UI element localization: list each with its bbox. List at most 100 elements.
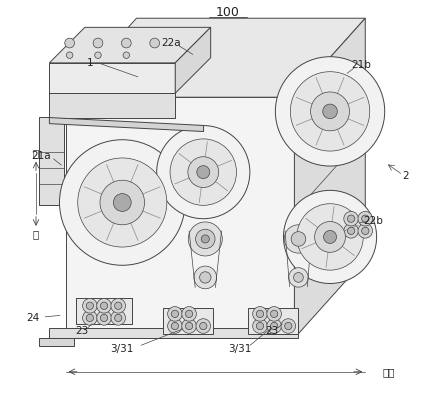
Circle shape bbox=[271, 322, 278, 330]
Circle shape bbox=[123, 52, 129, 58]
Circle shape bbox=[291, 232, 306, 246]
Circle shape bbox=[344, 211, 358, 226]
Circle shape bbox=[197, 166, 210, 179]
Circle shape bbox=[182, 307, 196, 321]
Circle shape bbox=[188, 157, 219, 188]
Circle shape bbox=[171, 322, 179, 330]
Circle shape bbox=[86, 314, 93, 322]
Text: 上: 上 bbox=[33, 148, 39, 158]
Circle shape bbox=[65, 38, 74, 48]
Circle shape bbox=[347, 215, 355, 222]
Circle shape bbox=[290, 72, 370, 151]
Circle shape bbox=[196, 319, 210, 333]
Circle shape bbox=[111, 298, 125, 313]
Polygon shape bbox=[248, 308, 299, 334]
Circle shape bbox=[167, 319, 182, 333]
Polygon shape bbox=[39, 338, 74, 346]
Circle shape bbox=[186, 310, 193, 318]
Circle shape bbox=[170, 139, 237, 205]
Circle shape bbox=[201, 235, 210, 243]
Circle shape bbox=[101, 314, 108, 322]
Circle shape bbox=[82, 298, 97, 313]
Circle shape bbox=[253, 319, 267, 333]
Polygon shape bbox=[39, 117, 63, 205]
Circle shape bbox=[276, 57, 385, 166]
Circle shape bbox=[82, 311, 97, 325]
Text: 2: 2 bbox=[402, 171, 409, 181]
Circle shape bbox=[93, 38, 103, 48]
Circle shape bbox=[253, 307, 267, 321]
Circle shape bbox=[101, 302, 108, 309]
Circle shape bbox=[115, 302, 122, 309]
Circle shape bbox=[195, 229, 215, 249]
Circle shape bbox=[157, 126, 250, 219]
Circle shape bbox=[256, 322, 264, 330]
Text: 23: 23 bbox=[265, 326, 279, 336]
Circle shape bbox=[289, 268, 308, 287]
Circle shape bbox=[271, 310, 278, 318]
Circle shape bbox=[267, 307, 281, 321]
Circle shape bbox=[171, 310, 179, 318]
Circle shape bbox=[188, 222, 222, 256]
Circle shape bbox=[294, 273, 303, 282]
Text: 21b: 21b bbox=[351, 60, 371, 70]
Circle shape bbox=[297, 204, 363, 270]
Circle shape bbox=[361, 227, 369, 234]
Text: 22b: 22b bbox=[363, 216, 383, 226]
Circle shape bbox=[121, 38, 131, 48]
Circle shape bbox=[256, 310, 264, 318]
Circle shape bbox=[167, 307, 182, 321]
Polygon shape bbox=[66, 18, 365, 97]
Circle shape bbox=[59, 140, 185, 265]
Text: 21a: 21a bbox=[31, 151, 51, 161]
Text: 23: 23 bbox=[75, 326, 89, 336]
Polygon shape bbox=[76, 298, 132, 324]
Polygon shape bbox=[49, 328, 299, 338]
Text: 3/31: 3/31 bbox=[111, 344, 134, 354]
Circle shape bbox=[66, 52, 73, 58]
Circle shape bbox=[182, 319, 196, 333]
Circle shape bbox=[281, 319, 295, 333]
Circle shape bbox=[323, 230, 337, 243]
Circle shape bbox=[100, 180, 144, 225]
Text: 1: 1 bbox=[86, 58, 93, 68]
Circle shape bbox=[358, 224, 373, 238]
Circle shape bbox=[115, 314, 122, 322]
Circle shape bbox=[323, 104, 337, 119]
Circle shape bbox=[358, 211, 373, 226]
Circle shape bbox=[361, 215, 369, 222]
Circle shape bbox=[111, 311, 125, 325]
Circle shape bbox=[97, 298, 111, 313]
Circle shape bbox=[97, 311, 111, 325]
Polygon shape bbox=[66, 97, 295, 338]
Circle shape bbox=[284, 225, 313, 253]
Text: 3/31: 3/31 bbox=[228, 344, 252, 354]
Circle shape bbox=[267, 319, 281, 333]
Circle shape bbox=[284, 190, 377, 284]
Text: 下: 下 bbox=[33, 229, 39, 239]
Polygon shape bbox=[49, 28, 211, 63]
Circle shape bbox=[194, 266, 217, 289]
Circle shape bbox=[200, 322, 207, 330]
Circle shape bbox=[78, 158, 167, 247]
Polygon shape bbox=[163, 308, 214, 334]
Circle shape bbox=[113, 194, 131, 211]
Text: 24: 24 bbox=[27, 313, 40, 323]
Polygon shape bbox=[49, 117, 204, 132]
Circle shape bbox=[285, 322, 292, 330]
Text: 22a: 22a bbox=[161, 38, 181, 47]
Circle shape bbox=[150, 38, 159, 48]
Circle shape bbox=[200, 272, 211, 283]
Circle shape bbox=[186, 322, 193, 330]
Polygon shape bbox=[295, 18, 365, 338]
Polygon shape bbox=[49, 93, 175, 117]
Text: 100: 100 bbox=[216, 6, 240, 19]
Circle shape bbox=[86, 302, 93, 309]
Circle shape bbox=[347, 227, 355, 234]
Text: 横向: 横向 bbox=[383, 367, 395, 377]
Circle shape bbox=[344, 224, 358, 238]
Circle shape bbox=[95, 52, 101, 58]
Polygon shape bbox=[175, 28, 211, 93]
Circle shape bbox=[311, 92, 350, 131]
Circle shape bbox=[315, 222, 346, 252]
